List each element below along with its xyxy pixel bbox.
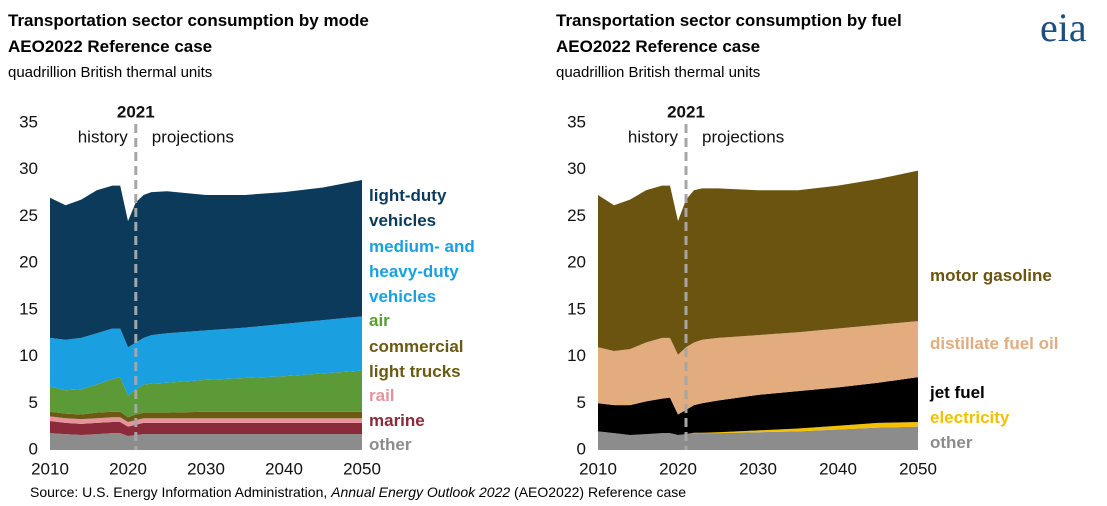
legend-label: commercial light trucks — [369, 337, 464, 381]
area — [50, 421, 362, 436]
y-tick-label: 5 — [29, 393, 38, 412]
source-text: (AEO2022) Reference case — [510, 484, 687, 500]
legend-label: jet fuel — [930, 383, 985, 402]
chart-header: Transportation sector consumption by mod… — [8, 8, 369, 86]
y-tick-label: 35 — [19, 112, 38, 131]
x-tick-label: 2020 — [109, 459, 147, 478]
y-tick-label: 25 — [19, 206, 38, 225]
y-tick-label: 25 — [567, 206, 586, 225]
x-tick-label: 2010 — [31, 459, 69, 478]
legend-label: electricity — [930, 408, 1010, 427]
y-tick-label: 15 — [567, 299, 586, 318]
chart-title: Transportation sector consumption by fue… — [556, 11, 902, 30]
chart-subtitle: AEO2022 Reference case — [556, 37, 761, 56]
area — [598, 421, 918, 436]
x-tick-label: 2030 — [739, 459, 777, 478]
y-tick-label: 0 — [29, 439, 38, 458]
area — [50, 433, 362, 450]
x-tick-label: 2050 — [899, 459, 937, 478]
y-tick-label: 5 — [577, 393, 586, 412]
history-label: history — [78, 127, 129, 146]
area — [50, 370, 362, 418]
legend-label: light-duty vehicles — [369, 186, 447, 230]
chart-header: Transportation sector consumption by fue… — [556, 8, 902, 86]
legend-label: motor gasoline — [930, 266, 1052, 285]
area — [598, 321, 918, 415]
x-tick-label: 2020 — [659, 459, 697, 478]
x-tick-label: 2040 — [265, 459, 303, 478]
y-tick-label: 10 — [19, 346, 38, 365]
area — [598, 170, 918, 355]
legend-label: air — [369, 311, 390, 330]
legend-label: distillate fuel oil — [930, 334, 1059, 353]
area — [50, 316, 362, 396]
area — [50, 416, 362, 427]
area — [50, 411, 362, 422]
x-tick-label: 2050 — [343, 459, 381, 478]
chart-units: quadrillion British thermal units — [8, 64, 213, 81]
projections-label: projections — [702, 127, 784, 146]
history-label: history — [628, 127, 679, 146]
y-tick-label: 35 — [567, 112, 586, 131]
y-tick-label: 30 — [19, 159, 38, 178]
divider-label: 2021 — [667, 102, 705, 121]
legend-label: other — [930, 433, 973, 452]
y-tick-label: 30 — [567, 159, 586, 178]
x-tick-label: 2010 — [579, 459, 617, 478]
y-tick-label: 10 — [567, 346, 586, 365]
legend-label: marine — [369, 411, 425, 430]
projections-label: projections — [152, 127, 234, 146]
chart-subtitle: AEO2022 Reference case — [8, 37, 213, 56]
area — [598, 377, 918, 436]
chart-title: Transportation sector consumption by mod… — [8, 11, 369, 30]
source: Source: U.S. Energy Information Administ… — [30, 484, 686, 500]
area — [50, 179, 362, 348]
logo: eia — [1040, 5, 1087, 50]
x-tick-label: 2030 — [187, 459, 225, 478]
x-tick-label: 2040 — [819, 459, 857, 478]
divider-label: 2021 — [117, 102, 155, 121]
legend-label: rail — [369, 386, 395, 405]
y-tick-label: 0 — [577, 439, 586, 458]
y-tick-label: 15 — [19, 299, 38, 318]
legend-label: medium- and heavy-duty vehicles — [369, 237, 475, 306]
chart-units: quadrillion British thermal units — [556, 64, 761, 81]
source-text: Source: U.S. Energy Information Administ… — [30, 484, 332, 500]
legend-label: other — [369, 435, 412, 454]
y-tick-label: 20 — [567, 253, 586, 272]
area — [598, 426, 918, 450]
y-tick-label: 20 — [19, 253, 38, 272]
source-italic: Annual Energy Outlook 2022 — [331, 484, 511, 500]
